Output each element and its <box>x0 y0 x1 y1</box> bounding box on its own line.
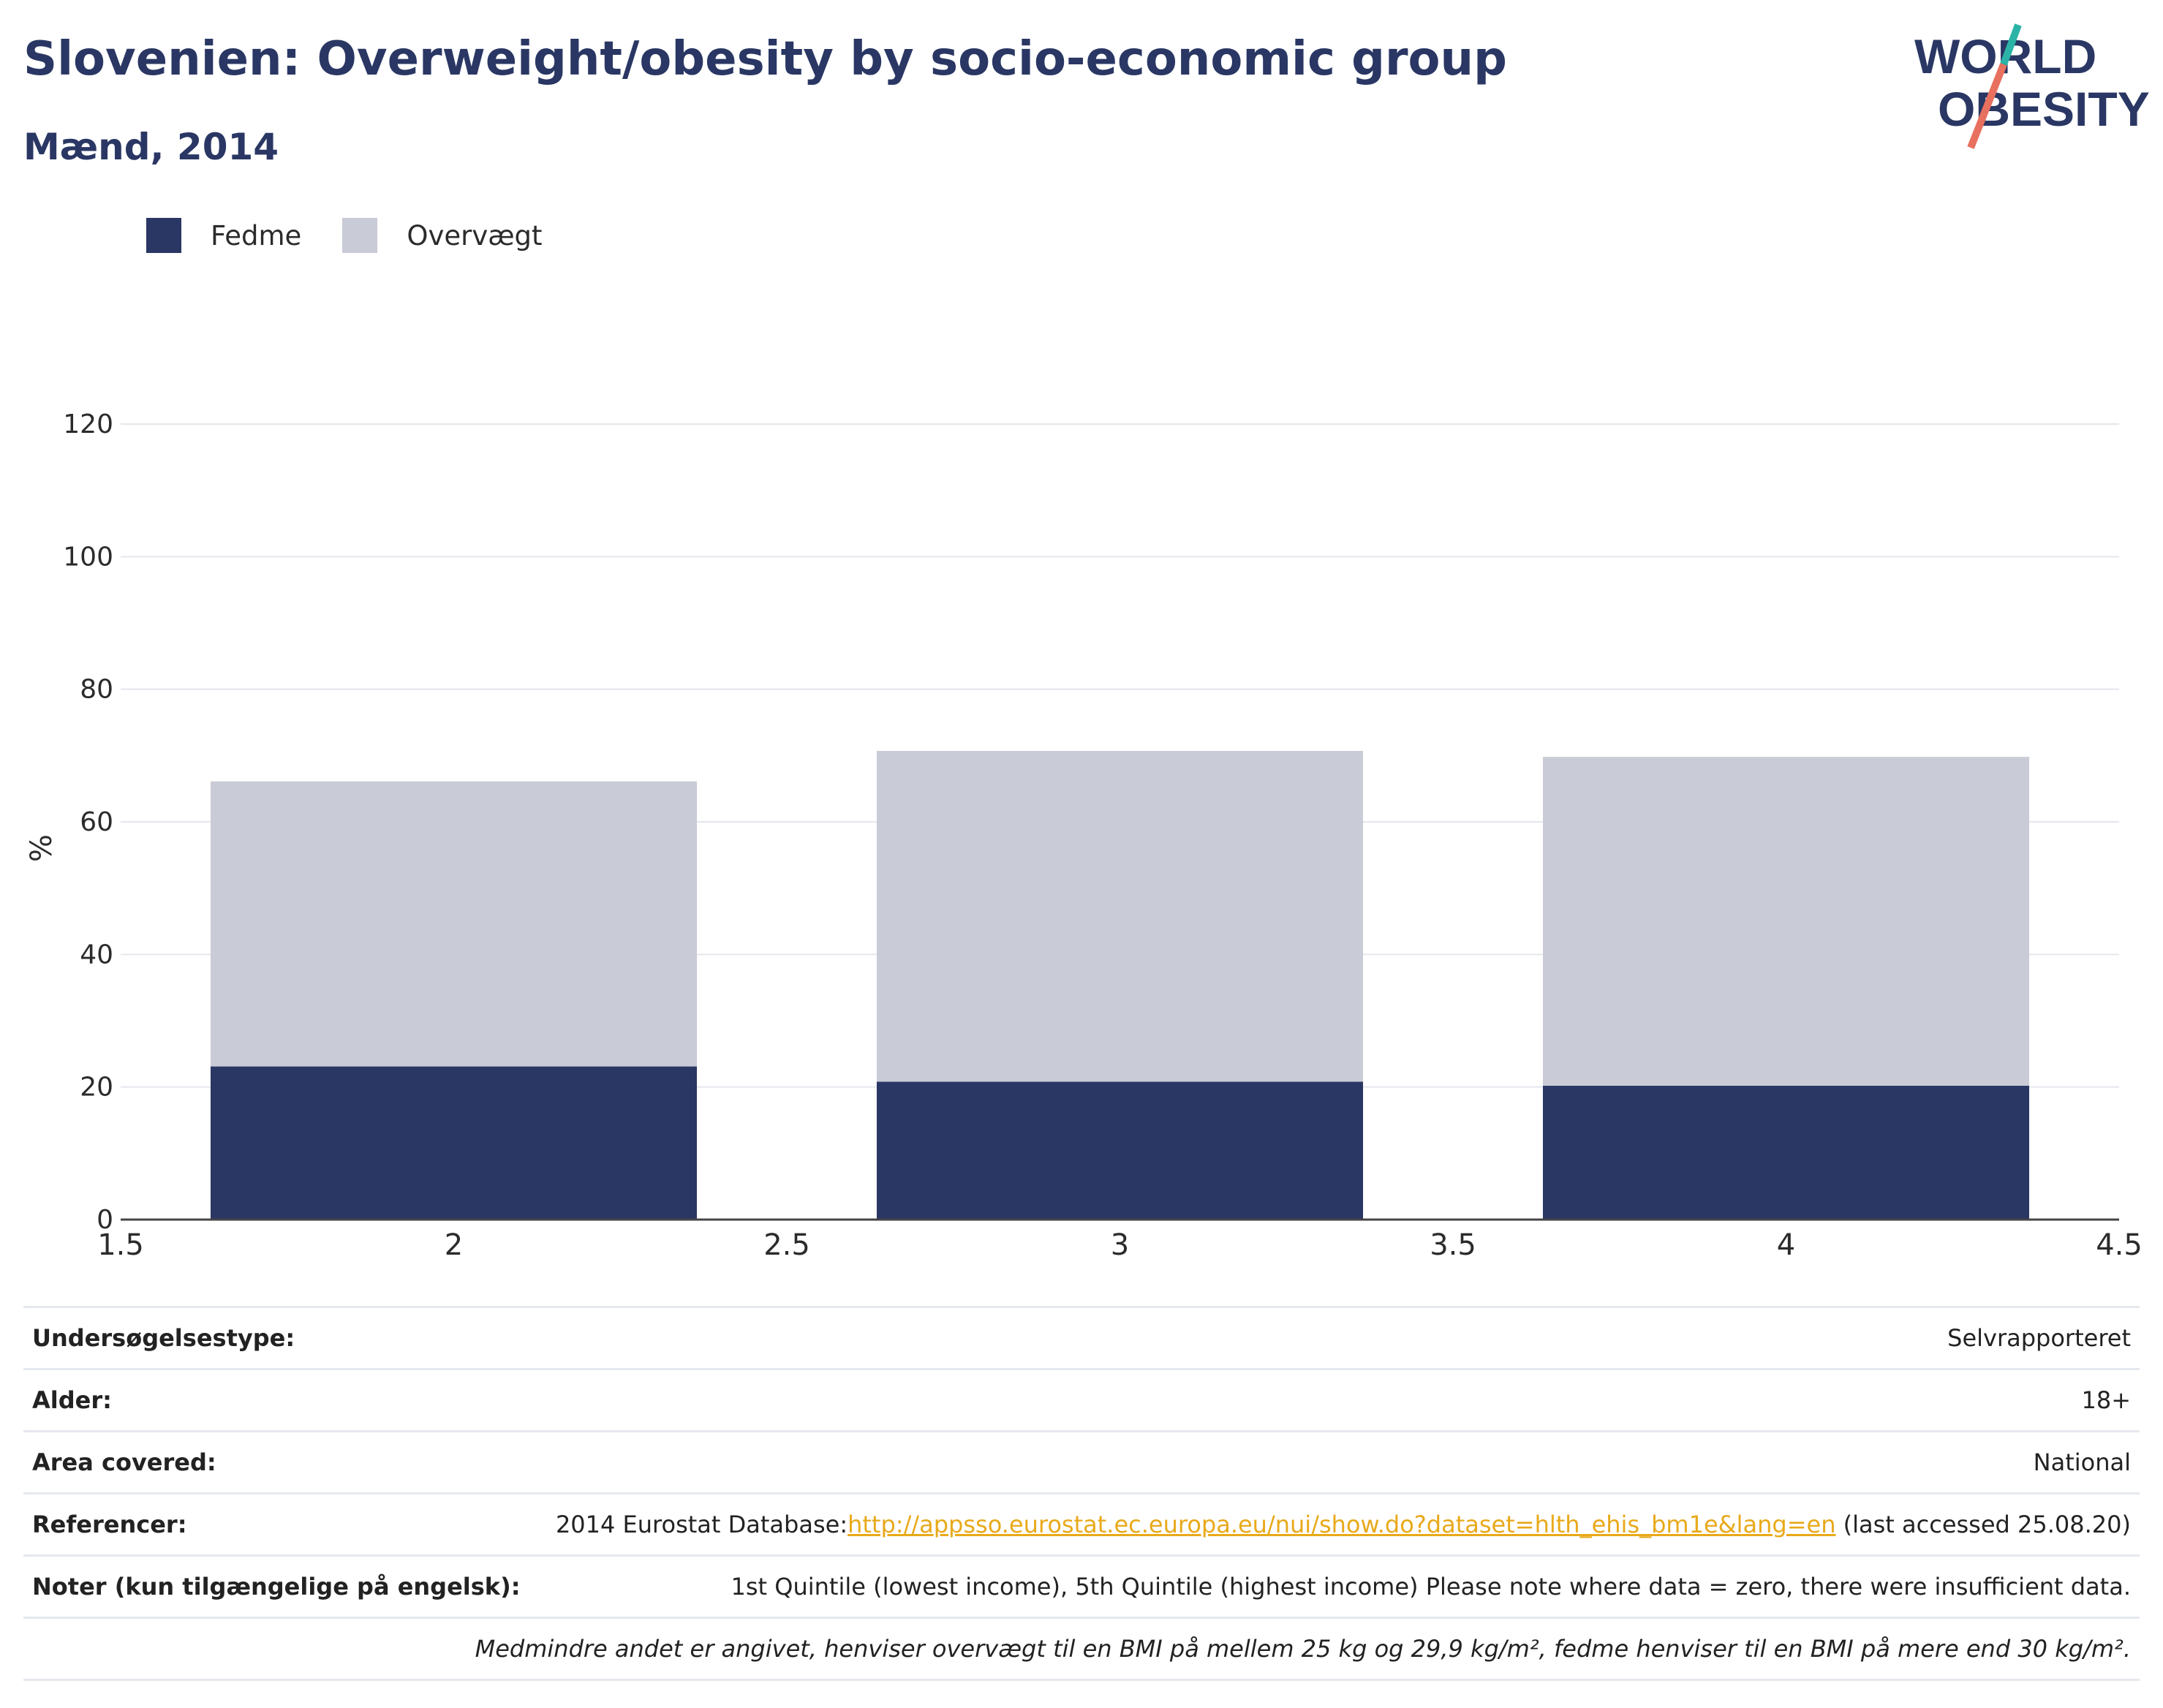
info-value: 1st Quintile (lowest income), 5th Quinti… <box>533 1554 2140 1618</box>
bar-overvaegt <box>876 750 1364 1082</box>
y-axis-label: % <box>25 834 58 862</box>
info-row-references: Referencer: 2014 Eurostat Database:http:… <box>23 1492 2140 1556</box>
legend-item-fedme[interactable]: Fedme <box>146 218 301 253</box>
references-link[interactable]: http://appsso.eurostat.ec.europa.eu/nui/… <box>848 1511 1836 1538</box>
bar-overvaegt <box>210 781 698 1067</box>
y-tick-label: 0 <box>97 1205 113 1235</box>
logo-slash-coral <box>1967 63 2007 149</box>
info-label: Noter (kun tilgængelige på engelsk): <box>23 1554 534 1618</box>
info-label: Area covered: <box>23 1430 534 1494</box>
y-tick-label: 40 <box>80 940 113 970</box>
y-tick-label: 120 <box>63 409 113 439</box>
world-obesity-logo: WORLD OBESITY <box>1914 23 2150 149</box>
chart-title: Slovenien: Overweight/obesity by socio-e… <box>23 32 1507 86</box>
info-row-notes: Noter (kun tilgængelige på engelsk): 1st… <box>23 1554 2140 1618</box>
x-tick-label: 2.5 <box>763 1228 810 1262</box>
info-label: Referencer: <box>23 1492 534 1556</box>
bar-overvaegt <box>1542 757 2030 1086</box>
chart-subtitle: Mænd, 2014 <box>23 126 279 168</box>
y-tick-label: 60 <box>80 807 113 837</box>
references-value: 2014 Eurostat Database:http://appsso.eur… <box>533 1492 2140 1556</box>
info-row-footnote: Medmindre andet er angivet, henviser ove… <box>23 1617 2140 1681</box>
legend-label-fedme: Fedme <box>211 219 302 252</box>
info-table: Undersøgelsestype: Selvrapporteret Alder… <box>23 1306 2140 1681</box>
legend-label-overvaegt: Overvægt <box>407 219 543 252</box>
legend-swatch-overvaegt <box>342 218 378 253</box>
bar-fedme <box>876 1081 1364 1220</box>
references-suffix: (last accessed 25.08.20) <box>1835 1511 2131 1538</box>
y-tick-label: 20 <box>80 1073 113 1103</box>
info-value: National <box>533 1430 2140 1494</box>
logo-slash-teal <box>2000 23 2022 66</box>
x-tick-label: 1.5 <box>97 1228 144 1262</box>
legend-swatch-fedme <box>146 218 181 253</box>
info-row-survey-type: Undersøgelsestype: Selvrapporteret <box>23 1306 2140 1369</box>
x-tick-label: 2 <box>445 1228 463 1262</box>
bar-chart: 0 20 40 60 80 100 120 1.5 2 2.5 3 3.5 4 4.5% <box>25 409 2143 1262</box>
x-tick-label: 3.5 <box>1430 1228 1476 1262</box>
x-tick-label: 4 <box>1777 1228 1795 1262</box>
y-tick-label: 80 <box>80 675 113 705</box>
bar-fedme <box>210 1066 698 1220</box>
info-row-age: Alder: 18+ <box>23 1368 2140 1432</box>
info-value: 18+ <box>533 1368 2140 1432</box>
x-tick-label: 3 <box>1111 1228 1129 1262</box>
info-label: Undersøgelsestype: <box>23 1306 534 1369</box>
bar-fedme <box>1542 1085 2030 1220</box>
logo-text-obesity: OBESITY <box>1938 82 2150 136</box>
info-value: Selvrapporteret <box>533 1306 2140 1369</box>
legend-item-overvaegt[interactable]: Overvægt <box>342 218 543 253</box>
references-prefix: 2014 Eurostat Database: <box>555 1511 848 1538</box>
footnote: Medmindre andet er angivet, henviser ove… <box>23 1617 2140 1681</box>
info-row-area: Area covered: National <box>23 1430 2140 1494</box>
y-tick-label: 100 <box>63 542 113 572</box>
x-tick-label: 4.5 <box>2096 1228 2143 1262</box>
chart-legend: Fedme Overvægt <box>146 218 584 253</box>
info-label: Alder: <box>23 1368 534 1432</box>
